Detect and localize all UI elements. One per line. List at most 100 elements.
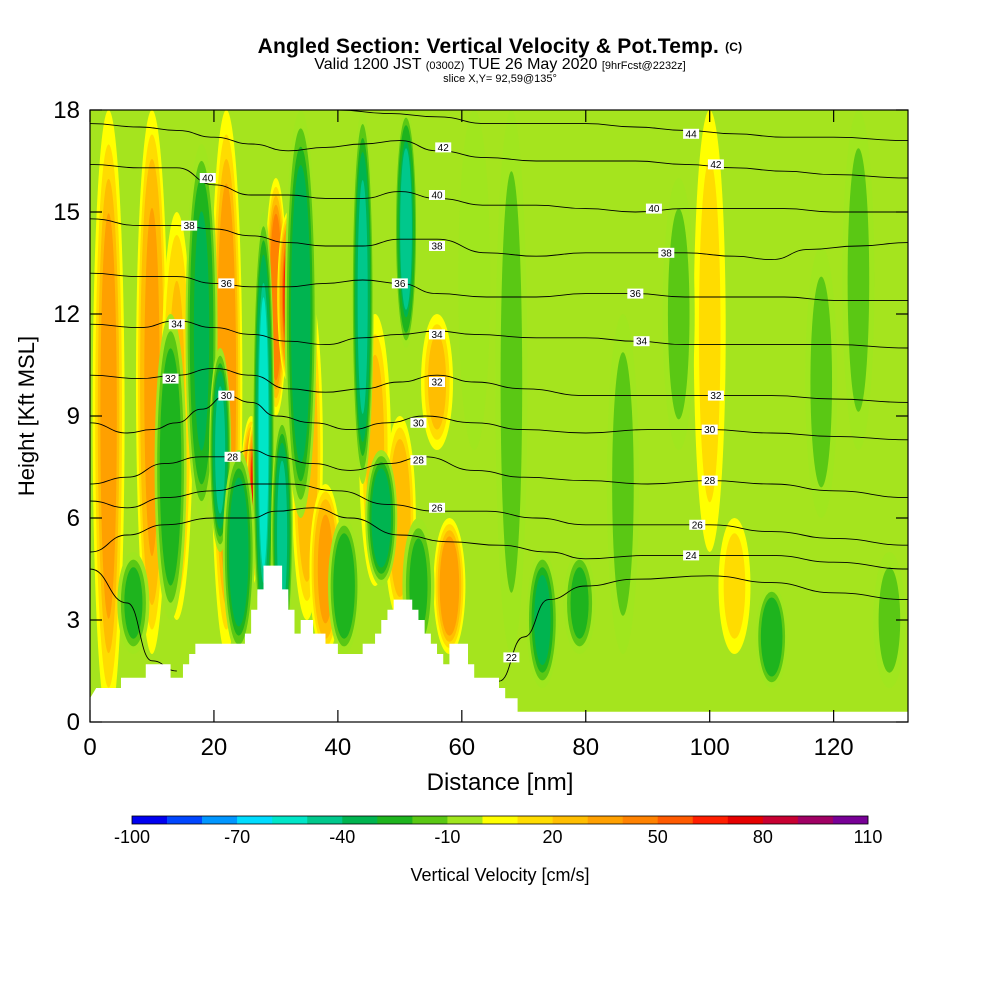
contour-label: 42 (438, 143, 450, 154)
contour-label-bg (503, 652, 520, 663)
theta-contour-line (90, 483, 908, 546)
colorbar-swatch (692, 816, 729, 824)
contour-label: 26 (692, 520, 704, 531)
contour-label-bg (701, 475, 718, 486)
colorbar-swatch (762, 816, 799, 824)
contour-label-bg (645, 203, 662, 214)
colorbar-tick-label: 80 (753, 827, 773, 847)
colorbar-swatch (657, 816, 694, 824)
colorbar-swatch (447, 816, 483, 824)
colorbar-swatch (622, 816, 659, 824)
colorbar-swatch (202, 816, 238, 824)
velocity-cell (763, 603, 780, 671)
x-tick-label: 120 (814, 734, 854, 761)
contour-label-bg (701, 424, 718, 435)
y-tick-label: 9 (67, 403, 80, 430)
contour-label-bg (689, 519, 706, 530)
contour-label-bg (707, 390, 724, 401)
colorbar-tick-label: -70 (224, 827, 250, 847)
colorbar-tick-label: -40 (329, 827, 355, 847)
contour-label-bg (199, 173, 216, 183)
velocity-cell (293, 183, 309, 445)
velocity-cell (215, 386, 226, 514)
contour-label-bg (683, 128, 700, 139)
contour-label: 30 (413, 418, 425, 429)
x-tick-label: 0 (83, 734, 96, 761)
subtitle-forecast: [9hrFcst@2232z] (601, 60, 686, 72)
contour-label: 30 (221, 391, 233, 402)
contour-label: 34 (431, 330, 443, 341)
x-tick-label: 40 (325, 734, 352, 761)
contour-label: 38 (431, 242, 443, 253)
velocity-cell (612, 352, 634, 616)
velocity-cell (723, 533, 746, 639)
velocity-cell (124, 567, 143, 639)
subtitle-date: TUE 26 May 2020 (468, 56, 598, 73)
y-tick-label: 15 (53, 199, 80, 226)
velocity-cell (878, 567, 901, 673)
contour-label: 34 (636, 337, 648, 348)
colorbar-tick-label: -100 (114, 827, 150, 847)
colorbar-swatch (552, 816, 588, 824)
contour-label-bg (683, 550, 700, 561)
colorbar-swatch (132, 816, 168, 824)
contour-label-bg (224, 451, 241, 462)
slice-caption: slice X,Y= 92,59@135° (443, 73, 557, 85)
colorbar-tick-label: -10 (434, 827, 460, 847)
colorbar: -100 -70 -40 -10 20 50 80 110 (114, 815, 883, 847)
colorbar-swatch (412, 816, 448, 824)
velocity-cell (667, 208, 690, 420)
contour-label-bg (627, 288, 644, 299)
contour-label-bg (429, 329, 446, 340)
colorbar-frame (131, 815, 869, 825)
chart-title-text: Angled Section: Vertical Velocity & Pot.… (257, 35, 720, 58)
colorbar-swatch (587, 816, 623, 824)
x-tick-label: 100 (690, 734, 730, 761)
contour-label-bg (435, 142, 452, 153)
colorbar-tick-label: 110 (854, 827, 883, 847)
velocity-cell (335, 540, 353, 632)
y-tick-label: 3 (67, 607, 80, 634)
colorbar-swatch (237, 816, 273, 824)
y-tick-label: 18 (53, 97, 80, 124)
velocity-cell (534, 574, 551, 666)
contour-label: 26 (431, 503, 443, 514)
contour-label: 24 (686, 551, 698, 562)
contour-label: 32 (431, 378, 443, 389)
subtitle-zulu: (0300Z) (425, 60, 465, 72)
contour-label: 36 (630, 289, 642, 300)
contour-label: 36 (221, 279, 233, 290)
colorbar-swatch (517, 816, 553, 824)
contour-label-bg (707, 159, 724, 170)
x-tick-label: 80 (572, 734, 599, 761)
contour-label: 40 (431, 191, 443, 202)
velocity-cell (463, 148, 486, 412)
colorbar-label: Vertical Velocity [cm/s] (410, 865, 589, 885)
contour-label-bg (168, 319, 185, 330)
velocity-cell (258, 297, 269, 569)
contour-label-bg (410, 417, 427, 428)
colorbar-swatch (832, 816, 869, 824)
velocity-cell (193, 211, 210, 451)
contour-label-bg (633, 336, 650, 347)
velocity-cell (810, 276, 833, 488)
contour-label: 34 (171, 320, 183, 331)
contour-label: 22 (506, 653, 518, 664)
chart-subtitle: Valid 1200 JST (0300Z) TUE 26 May 2020 [… (0, 56, 1000, 73)
contour-label-bg (410, 455, 427, 466)
velocity-cell (100, 213, 117, 619)
contour-label: 32 (710, 391, 722, 402)
velocity-cell (373, 474, 389, 562)
colorbar-swatch (272, 816, 308, 824)
velocity-cell (231, 486, 247, 618)
velocity-cell (162, 365, 179, 569)
velocity-cell (391, 450, 409, 586)
y-axis-label: Height [Kft MSL] (14, 336, 39, 496)
theta-contour-line (498, 575, 908, 682)
x-tick-label: 60 (448, 734, 475, 761)
theta-contour-line (337, 110, 908, 142)
terrain-mask (90, 565, 908, 722)
subtitle-valid: Valid 1200 JST (314, 56, 422, 73)
